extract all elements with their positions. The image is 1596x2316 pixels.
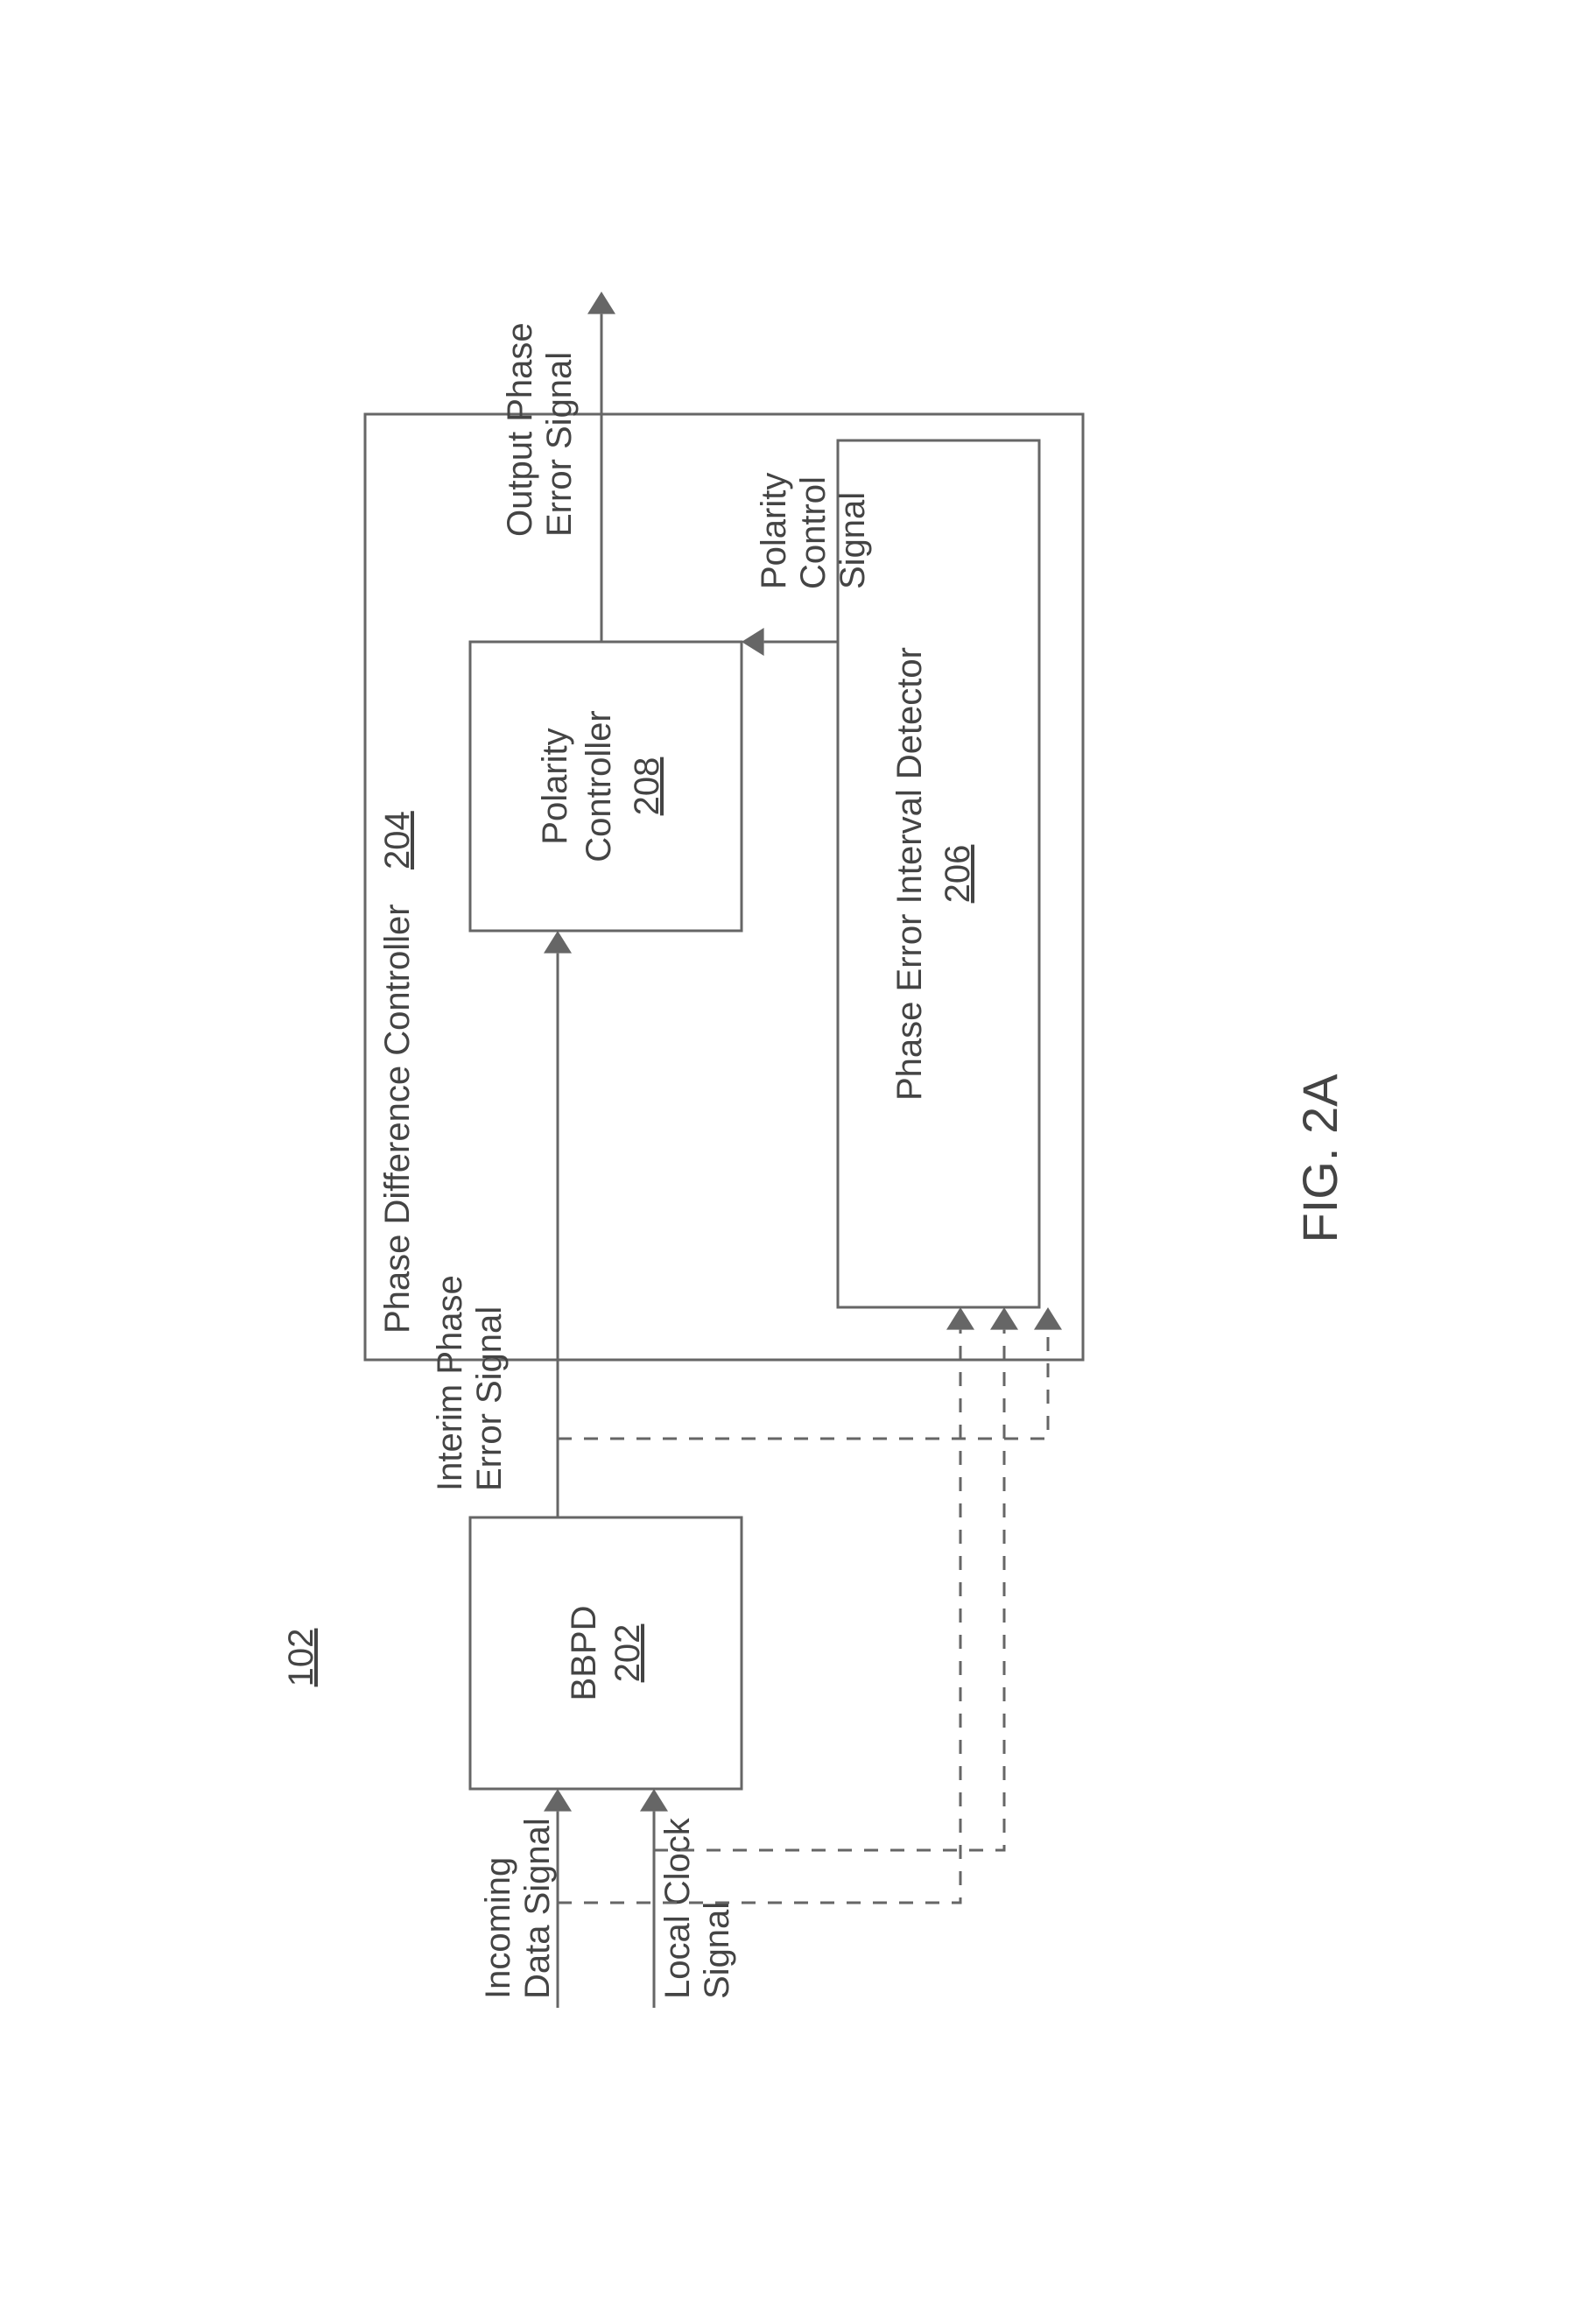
diagram-stage: 102 BBPD202 Phase Difference Controller 20… [207, 239, 1389, 2078]
incoming-label-1: Incoming [479, 1856, 517, 1998]
bbpd-ref: 202 [608, 1623, 647, 1682]
output-label-1: Output Phase [501, 322, 539, 537]
outer-ref-label: 102 [282, 1628, 320, 1686]
pdc-ref: 204 [378, 811, 417, 869]
interim-label-1: Interim Phase [431, 1275, 469, 1491]
pdc-name: Phase Difference Controller [378, 904, 417, 1334]
output-label-2: Error Signal [540, 351, 579, 536]
local-clock-label-2: Signal [698, 1901, 736, 1998]
pc-ref: 208 [628, 757, 666, 815]
local-clock-label-1: Local Clock [658, 1817, 697, 1999]
peid-name: Phase Error Interval Detector [890, 647, 929, 1101]
pc-name-2: Controller [580, 710, 618, 862]
bbpd-block [470, 1517, 742, 1789]
incoming-label-2: Data Signal [518, 1818, 557, 1999]
pcs-label-3: Signal [833, 491, 872, 588]
peid-ref: 206 [939, 844, 977, 903]
bbpd-name: BBPD [565, 1605, 603, 1700]
diagram-svg: 102 BBPD202 Phase Difference Controller 20… [207, 239, 1389, 2078]
figure-label: FIG. 2A [1292, 1073, 1347, 1242]
pcs-label-2: Control [794, 476, 833, 589]
interim-label-2: Error Signal [470, 1306, 509, 1490]
pcs-label-1: Polarity [755, 472, 793, 588]
pc-name-1: Polarity [536, 728, 574, 844]
